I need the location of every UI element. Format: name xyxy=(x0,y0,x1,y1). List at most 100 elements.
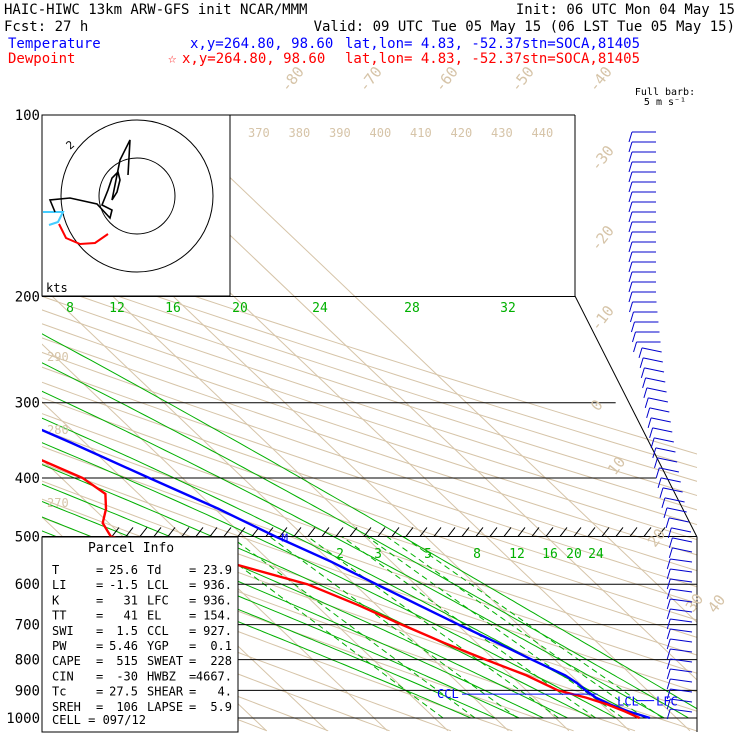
parcel-info-label: CAPE xyxy=(52,654,81,668)
hodograph-ring xyxy=(60,119,214,273)
moist-adiabat xyxy=(42,483,568,719)
level-tick xyxy=(657,527,666,537)
wind-barb xyxy=(669,517,689,523)
wind-barb-flag xyxy=(666,668,671,680)
isotherm-label: -80 xyxy=(277,63,308,95)
wind-barb-flag xyxy=(638,347,643,359)
level-tick xyxy=(223,527,232,537)
wind-barb-flag xyxy=(629,311,634,323)
dry-adiabat xyxy=(42,445,697,674)
parcel-info-value: 936. xyxy=(203,593,232,607)
dry-adiabat xyxy=(42,295,697,511)
mixing-ratio-label: 2 xyxy=(336,547,344,562)
legend-dewpoint-label: Dewpoint xyxy=(8,51,75,67)
level-tick xyxy=(167,527,176,537)
parcel-info-eq: = xyxy=(96,624,103,638)
level-tick xyxy=(419,527,428,537)
wind-barb-flag xyxy=(630,321,635,333)
wind-barb xyxy=(643,357,663,363)
parcel-info-label: PW xyxy=(52,639,67,653)
isotherm-label: 0 xyxy=(587,396,607,414)
wind-barb-flag xyxy=(666,678,671,690)
hodograph-ring xyxy=(98,157,176,235)
dry-adiabat xyxy=(42,480,697,712)
temperature-profile-line xyxy=(42,428,651,720)
plot-right-edge xyxy=(574,115,698,732)
moist-adiabat xyxy=(42,333,697,710)
wind-barb xyxy=(670,708,693,713)
wind-barb-flag xyxy=(647,417,652,429)
parcel-info-label: SREH xyxy=(52,700,81,714)
level-tick xyxy=(573,527,582,537)
wind-barb-flag xyxy=(628,271,633,283)
wind-barb-flag xyxy=(642,377,647,389)
parcel-info-eq: = xyxy=(96,593,103,607)
wind-barb xyxy=(671,527,692,533)
wind-barb-flag xyxy=(652,447,657,459)
parcel-info-eq: = xyxy=(96,563,103,577)
wind-barb-flag xyxy=(666,708,671,720)
wind-barb xyxy=(670,618,693,623)
level-tick xyxy=(643,527,652,537)
wind-barb-flag xyxy=(649,427,654,439)
wind-barb xyxy=(645,377,666,383)
dry-adiabat xyxy=(42,381,697,604)
parcel-info-label: TT xyxy=(52,609,66,623)
wind-barb xyxy=(670,578,693,583)
parcel-info-eq: = xyxy=(189,700,196,714)
wind-barb xyxy=(670,688,693,693)
barb-legend-title: Full barb: xyxy=(635,87,695,98)
wind-barb-flag xyxy=(640,367,645,379)
wind-barb xyxy=(670,558,693,563)
level-tick xyxy=(489,527,498,537)
parcel-info-label: HWBZ xyxy=(147,669,176,683)
mixing-ratio-label: 28 xyxy=(404,301,420,316)
dry-adiabat xyxy=(42,351,697,572)
legend-temperature-label: Temperature xyxy=(8,36,101,52)
legend-dewpoint-xy: x,y=264.80, 98.60 xyxy=(182,51,325,67)
wind-barb-flag xyxy=(628,201,633,213)
level-tick xyxy=(237,527,246,537)
mixing-ratio-line xyxy=(341,536,596,719)
wind-barb-flag xyxy=(666,608,671,620)
level-tick xyxy=(181,527,190,537)
wind-barb-flag xyxy=(654,457,658,469)
wind-barb-flag xyxy=(668,547,673,559)
isotherm-label: 20 xyxy=(644,525,669,550)
parcel-info-title: Parcel Info xyxy=(88,541,174,556)
parcel-info-box xyxy=(41,536,239,733)
wind-barb xyxy=(670,698,693,703)
level-tick xyxy=(125,527,134,537)
wind-barb-flag xyxy=(666,638,671,650)
pressure-tick-label: 800 xyxy=(15,653,40,669)
isotherm-label: 40 xyxy=(704,591,729,616)
level-tick xyxy=(447,527,456,537)
level-tick xyxy=(195,527,204,537)
wind-barb-flag xyxy=(666,588,671,600)
parcel-info-value: 515 xyxy=(116,654,138,668)
parcel-info-eq: = xyxy=(189,624,196,638)
wind-barb-flag xyxy=(661,497,666,509)
header-forecast: Fcst: 27 h xyxy=(4,19,88,35)
pressure-tick-label: 900 xyxy=(15,683,40,699)
header: HAIC-HIWC 13km ARW-GFS init NCAR/MMM Ini… xyxy=(4,2,735,67)
isotherm-label: -40 xyxy=(585,63,616,95)
wind-barb-flag xyxy=(628,251,633,263)
header-init: Init: 06 UTC Mon 04 May 15 xyxy=(516,2,735,18)
level-tick xyxy=(629,527,638,537)
isotherm-line xyxy=(42,343,449,732)
wind-barb-flag xyxy=(628,151,633,163)
dewpoint-profile-line xyxy=(42,459,641,720)
wind-barb xyxy=(670,568,693,573)
parcel-info-eq: = xyxy=(96,700,103,714)
wind-barb-flag xyxy=(666,598,671,610)
level-tick xyxy=(349,527,358,537)
wind-barb xyxy=(670,648,693,653)
wind-barb-flag xyxy=(644,397,649,409)
wind-barb-flag xyxy=(650,437,655,449)
mixing-ratio-line xyxy=(403,536,663,719)
wind-barb xyxy=(662,487,683,493)
wind-barb xyxy=(670,638,693,643)
parcel-info-label: CIN xyxy=(52,669,74,683)
parcel-info-value: 154. xyxy=(203,609,232,623)
